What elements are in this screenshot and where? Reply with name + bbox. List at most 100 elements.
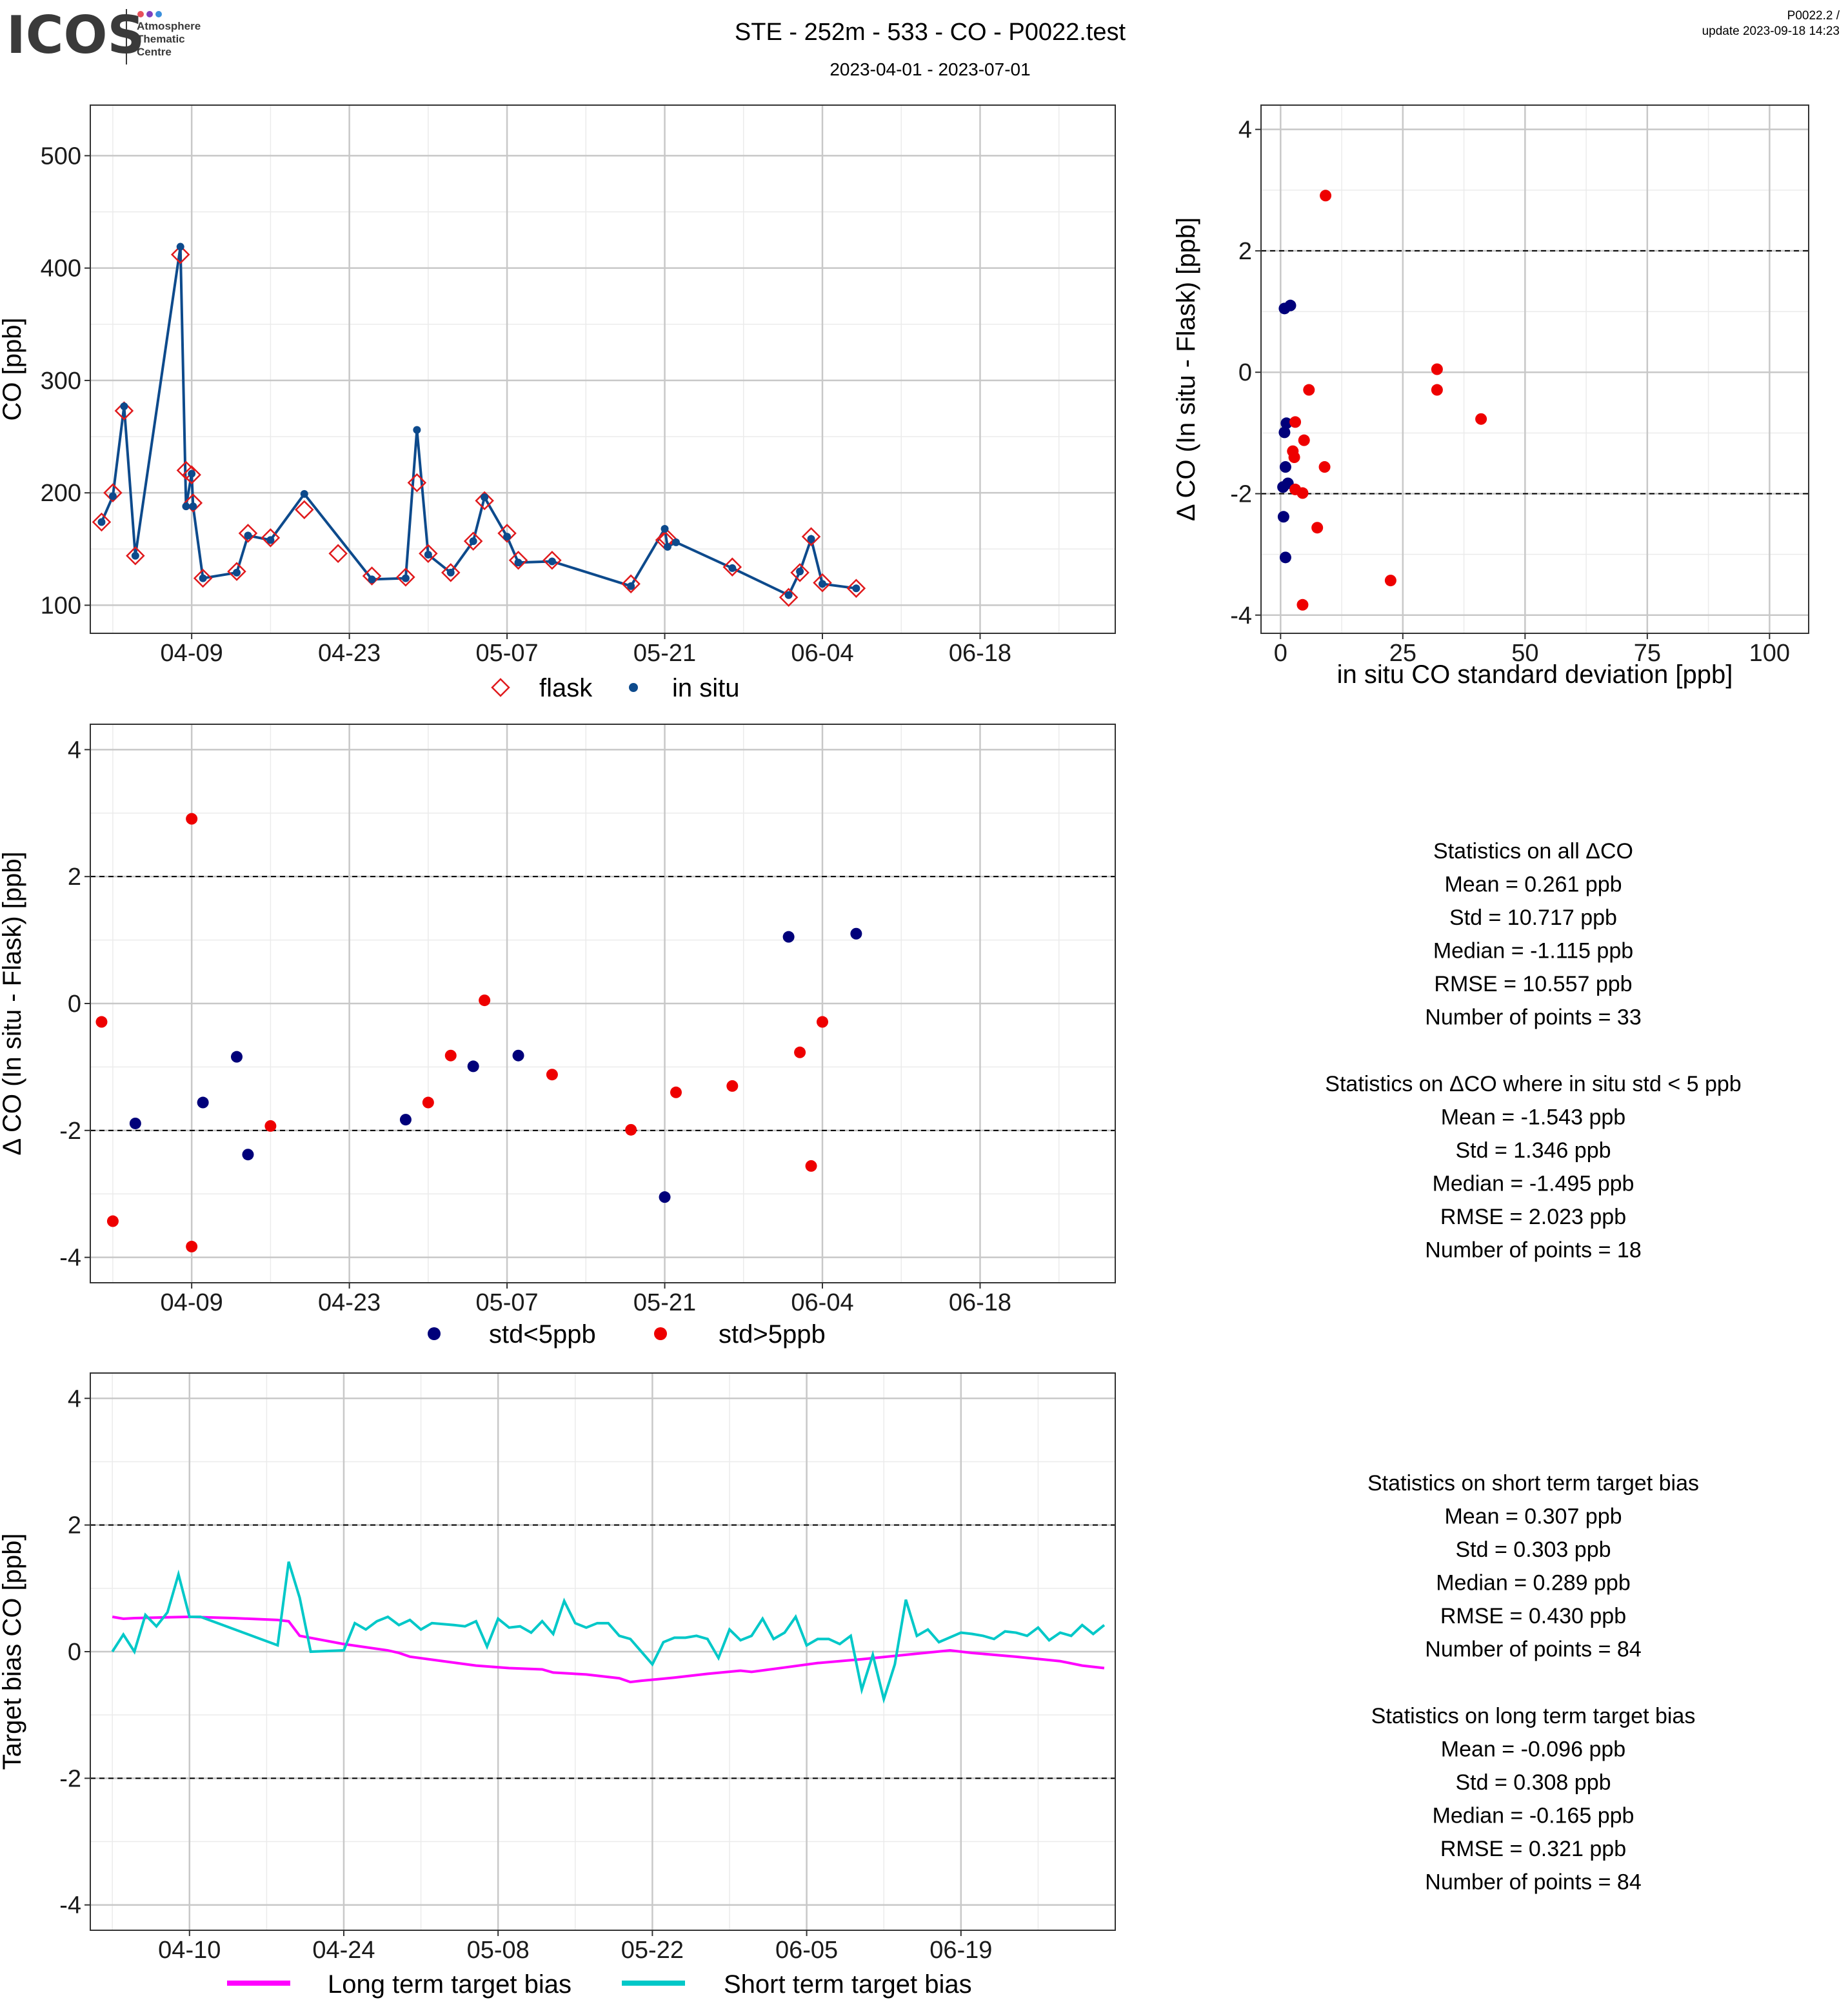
legend-label-low-std: std<5ppb [489, 1320, 596, 1349]
flask-marker [238, 524, 258, 543]
x-axis-label: in situ CO standard deviation [ppb] [1337, 660, 1733, 689]
stats-all-line: RMSE = 10.557 ppb [1434, 972, 1632, 996]
stats-filtered-block: Statistics on ΔCO where in situ std < 5 … [1325, 1072, 1741, 1263]
flask-marker [491, 678, 510, 697]
flask-marker [846, 578, 866, 598]
x-tick-label: 06-18 [949, 640, 1011, 667]
high-std-point [422, 1096, 434, 1109]
flask-marker [813, 573, 832, 593]
timeseries-panel: 04-09 04-23 05-07 05-21 06-04 06-18 100 200 300 4… [0, 104, 1116, 702]
insitu-point [108, 492, 117, 500]
x-tick-label: 04-09 [161, 1289, 223, 1316]
insitu-point [266, 536, 275, 544]
insitu-point [819, 580, 826, 588]
flask-marker [227, 562, 246, 581]
y-tick-label: -2 [59, 1765, 81, 1792]
insitu-point [852, 584, 860, 593]
x-tick-label: 04-10 [158, 1937, 221, 1964]
x-tick-label: 05-07 [475, 1289, 538, 1316]
stats-short-term-heading: Statistics on short term target bias [1367, 1471, 1699, 1496]
low-std-point [467, 1060, 479, 1073]
high-std-point [1297, 487, 1309, 499]
update-label: update 2023-09-18 14:23 [1702, 25, 1840, 38]
stats-long-term-line: RMSE = 0.321 ppb [1440, 1837, 1626, 1861]
x-tick-label: 04-23 [318, 1289, 381, 1316]
insitu-point [663, 542, 671, 551]
y-tick-label: 4 [68, 1385, 81, 1412]
flask-marker [193, 568, 213, 588]
flask-marker [261, 528, 281, 548]
insitu-point [548, 557, 556, 566]
stats-all-line: Mean = 0.261 ppb [1444, 873, 1622, 897]
y-tick-label: 100 [41, 592, 81, 619]
stats-long-term-line: Number of points = 84 [1425, 1870, 1641, 1895]
insitu-point [182, 502, 190, 511]
x-tick-label: 50 [1511, 640, 1538, 667]
legend-label-long-term: Long term target bias [328, 1970, 571, 1999]
y-tick-label: 4 [1238, 117, 1252, 144]
stats-short-term-line: Mean = 0.307 ppb [1444, 1505, 1622, 1529]
y-tick-label: 2 [68, 864, 81, 891]
y-axis-label: Target bias CO [ppb] [0, 1534, 26, 1770]
insitu-point [176, 242, 184, 251]
stats-short-term-line: Number of points = 84 [1425, 1637, 1641, 1662]
page-title: STE - 252m - 533 - CO - P0022.test [735, 19, 1126, 46]
stats-all-line: Median = -1.115 ppb [1433, 939, 1633, 964]
low-std-point [1277, 511, 1289, 523]
y-tick-label: 0 [68, 991, 81, 1018]
logo: ICOS Atmosphere Thematic Centre [6, 5, 201, 65]
stats-short-term-line: RMSE = 0.430 ppb [1440, 1604, 1626, 1628]
legend-marker-insitu [629, 683, 638, 692]
stats-long-term-line: Mean = -0.096 ppb [1441, 1737, 1625, 1762]
high-std-point [726, 1080, 739, 1092]
insitu-point [807, 535, 815, 543]
flask-marker [295, 500, 314, 520]
flask-marker [170, 244, 190, 264]
high-std-point [1320, 190, 1332, 202]
high-std-point [186, 813, 198, 825]
logo-dot-purple [146, 11, 153, 17]
stats-all-line: Number of points = 33 [1425, 1005, 1641, 1030]
long-term-bias-line [112, 1615, 1105, 1684]
flask-marker [419, 544, 438, 564]
x-tick-label: 05-22 [621, 1937, 684, 1964]
insitu-point [784, 591, 793, 599]
legend-label-high-std: std>5ppb [719, 1320, 826, 1349]
stats-filtered-heading: Statistics on ΔCO where in situ std < 5 … [1325, 1072, 1741, 1096]
y-tick-label: 4 [68, 737, 81, 764]
stats-filtered-line: Std = 1.346 ppb [1455, 1138, 1611, 1163]
x-tick-label: 05-07 [475, 640, 538, 667]
low-std-point [1279, 461, 1291, 473]
legend-label-flask: flask [539, 674, 593, 702]
insitu-point [514, 559, 522, 567]
high-std-point [1297, 598, 1309, 611]
plot-background [90, 105, 1115, 633]
insitu-point [413, 426, 421, 434]
low-std-point [231, 1051, 243, 1063]
insitu-point [672, 538, 680, 546]
legend-label-short-term: Short term target bias [724, 1970, 972, 1999]
logo-subtitle-1: Atmosphere [137, 20, 201, 32]
plot-border [90, 104, 1116, 634]
x-tick-label: 05-21 [633, 1289, 696, 1316]
y-tick-label: -2 [59, 1118, 81, 1145]
insitu-point [233, 568, 241, 577]
low-std-point [1280, 417, 1293, 430]
flask-marker [126, 546, 145, 566]
flask-marker [722, 557, 742, 577]
x-tick-label: 06-05 [775, 1937, 838, 1964]
low-std-point [659, 1191, 671, 1203]
insitu-point [368, 575, 376, 584]
low-std-point [242, 1149, 254, 1161]
y-tick-label: -2 [1230, 480, 1252, 508]
x-tick-label: 0 [1274, 640, 1287, 667]
flask-marker [801, 527, 821, 546]
high-std-point [1431, 384, 1443, 396]
flask-marker [790, 563, 810, 582]
stats-filtered-line: Median = -1.495 ppb [1433, 1172, 1634, 1196]
x-tick-label: 05-21 [633, 640, 696, 667]
insitu-point [661, 524, 669, 533]
x-tick-label: 06-04 [791, 1289, 853, 1316]
high-std-point [625, 1123, 637, 1136]
insitu-point [300, 489, 308, 498]
